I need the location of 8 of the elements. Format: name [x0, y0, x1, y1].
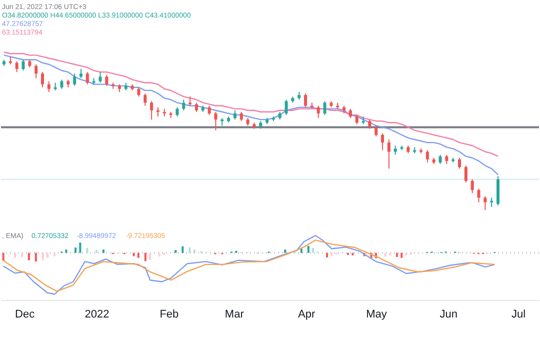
x-tick-label: 2022 — [84, 308, 110, 320]
x-tick-label: Jul — [512, 308, 526, 320]
x-tick-label: May — [366, 308, 388, 320]
x-tick-label: Dec — [15, 308, 36, 320]
x-tick-label: Mar — [224, 308, 244, 320]
x-tick-label: Jun — [440, 308, 458, 320]
x-tick-label: Feb — [160, 308, 179, 320]
x-tick-label: Apr — [298, 308, 316, 320]
